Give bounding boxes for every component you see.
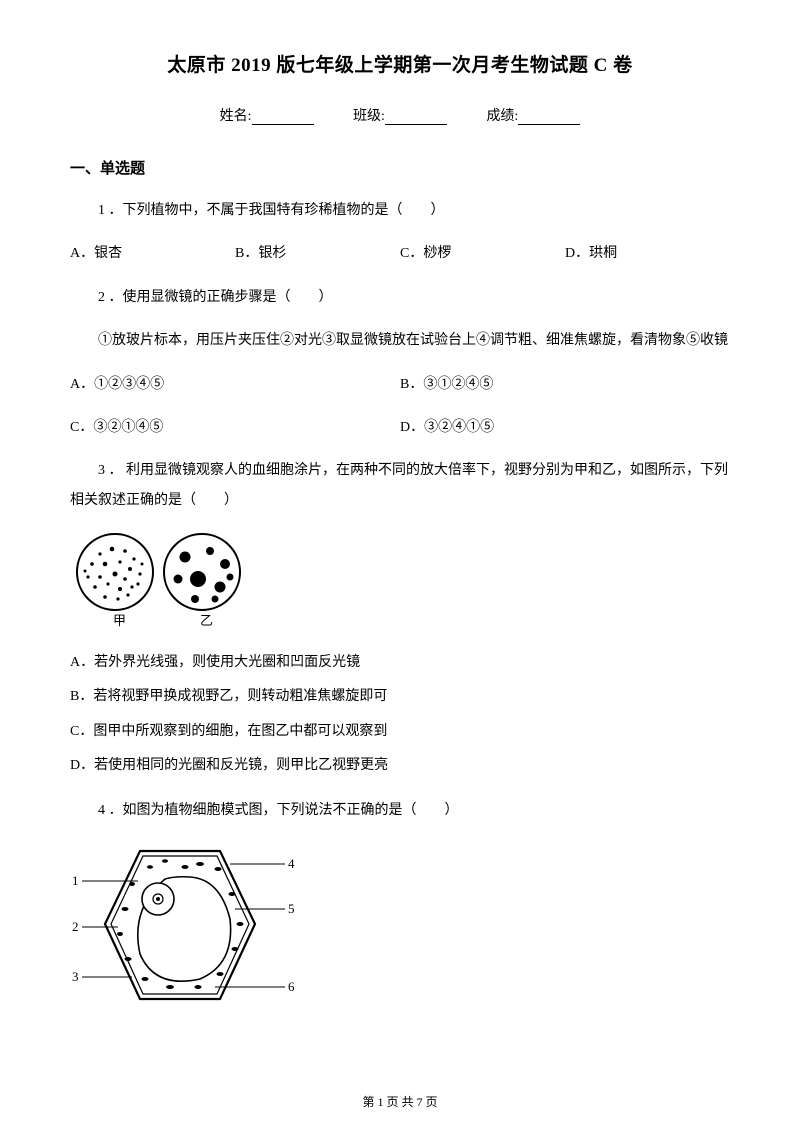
q3-opt-c: C．图甲中所观察到的细胞，在图乙中都可以观察到 (70, 716, 730, 748)
q2-opt-b: B．③①②④⑤ (400, 370, 730, 399)
q3-label-b: 乙 (200, 613, 213, 628)
page-title: 太原市 2019 版七年级上学期第一次月考生物试题 C 卷 (70, 50, 730, 77)
q2-steps: ①放玻片标本，用压片夹压住②对光③取显微镜放在试验台上④调节粗、细准焦螺旋，看清… (70, 326, 730, 355)
q4-label-1: 1 (72, 873, 79, 888)
q2-opt-c: C．③②①④⑤ (70, 413, 400, 442)
q3-figure: 甲 乙 (70, 529, 730, 629)
q3-label-a: 甲 (113, 613, 126, 628)
q4-figure: 1 2 3 4 5 6 (70, 839, 730, 1014)
section-1-header: 一、单选题 (70, 157, 730, 178)
q2-options-row1: A．①②③④⑤B．③①②④⑤ (70, 370, 730, 399)
q4-label-6: 6 (288, 979, 295, 994)
q3-stem: 3 ． 利用显微镜观察人的血细胞涂片，在两种不同的放大倍率下，视野分别为甲和乙，… (70, 456, 730, 515)
score-field: 成绩: (486, 105, 580, 125)
page-footer: 第 1 页 共 7 页 (0, 1093, 800, 1110)
q4-stem: 4 ．如图为植物细胞模式图，下列说法不正确的是（ ） (70, 796, 730, 825)
info-row: 姓名: 班级: 成绩: (70, 105, 730, 125)
q4-svg: 1 2 3 4 5 6 (70, 839, 300, 1014)
q2-options-row2: C．③②①④⑤D．③②④①⑤ (70, 413, 730, 442)
q1-stem: 1 ．下列植物中，不属于我国特有珍稀植物的是（ ） (70, 196, 730, 225)
q3-opt-b: B．若将视野甲换成视野乙，则转动粗准焦螺旋即可 (70, 681, 730, 713)
q1-opt-d: D．珙桐 (565, 239, 730, 268)
q1-opt-a: A．银杏 (70, 239, 235, 268)
name-blank (252, 109, 314, 125)
q4-label-4: 4 (288, 856, 295, 871)
class-blank (385, 109, 447, 125)
q2-stem: 2 ．使用显微镜的正确步骤是（ ） (70, 283, 730, 312)
q4-label-2: 2 (72, 919, 79, 934)
class-label: 班级: (353, 109, 385, 124)
q3-opt-d: D．若使用相同的光圈和反光镜，则甲比乙视野更亮 (70, 750, 730, 782)
q2-opt-a: A．①②③④⑤ (70, 370, 400, 399)
name-field: 姓名: (220, 105, 314, 125)
q1-opt-c: C．桫椤 (400, 239, 565, 268)
q1-options: A．银杏B．银杉C．桫椤D．珙桐 (70, 239, 730, 268)
q3-opt-a: A．若外界光线强，则使用大光圈和凹面反光镜 (70, 647, 730, 679)
name-label: 姓名: (220, 109, 252, 124)
score-blank (518, 109, 580, 125)
q4-label-5: 5 (288, 901, 295, 916)
q3-svg: 甲 乙 (70, 529, 250, 629)
q1-opt-b: B．银杉 (235, 239, 400, 268)
class-field: 班级: (353, 105, 447, 125)
q4-label-3: 3 (72, 969, 79, 984)
score-label: 成绩: (486, 109, 518, 124)
q2-opt-d: D．③②④①⑤ (400, 413, 730, 442)
